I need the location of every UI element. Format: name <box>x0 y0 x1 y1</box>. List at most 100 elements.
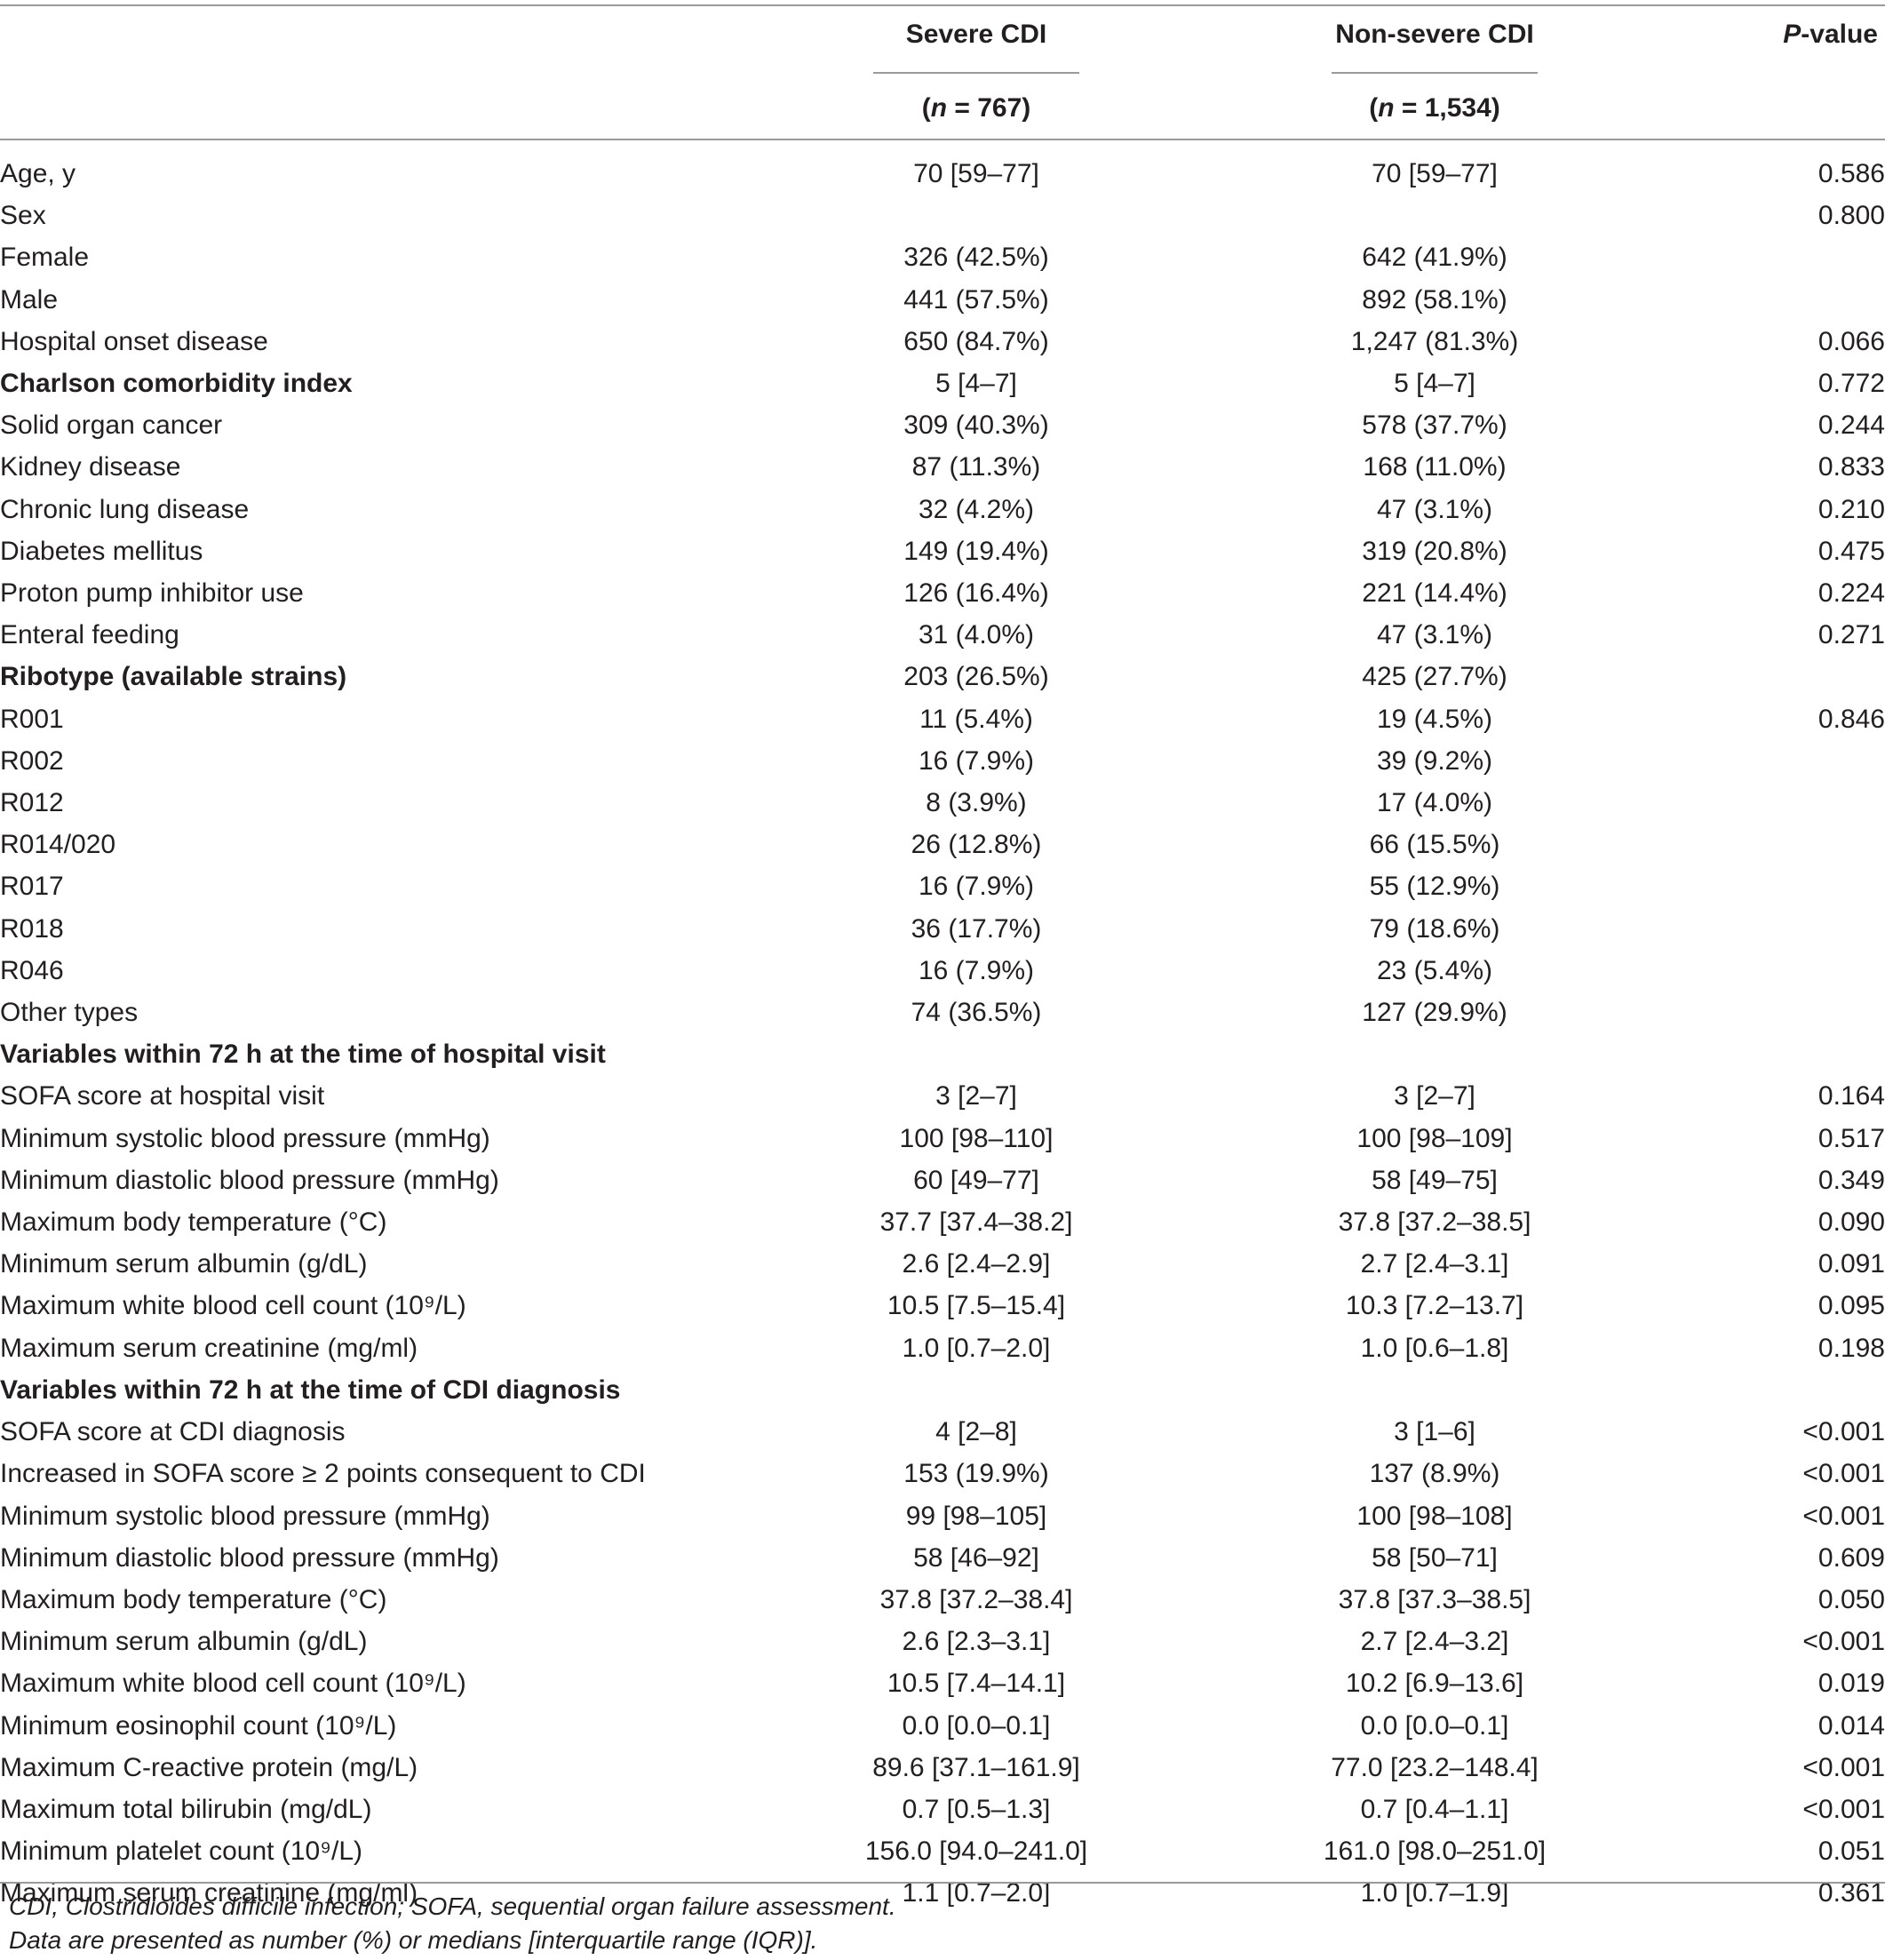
header-severe-n: (n = 767) <box>921 93 1031 123</box>
cell-p-value: 0.772 <box>1817 369 1885 399</box>
table-row: Minimum platelet count (10⁹/L) 156.0 [94.… <box>0 1830 1885 1872</box>
table-row: Maximum serum creatinine (mg/ml) 1.0 [0.7… <box>0 1327 1885 1369</box>
cell-severe: 16 (7.9%) <box>918 745 1035 776</box>
cell-severe: 8 (3.9%) <box>926 788 1027 818</box>
cell-severe: 74 (36.5%) <box>911 998 1042 1028</box>
table-row: Enteral feeding 31 (4.0%) 47 (3.1%) 0.271 <box>0 614 1885 656</box>
cell-severe: 16 (7.9%) <box>918 872 1035 902</box>
table-row: Chronic lung disease 32 (4.2%) 47 (3.1%) 0.… <box>0 489 1885 530</box>
table-row: Diabetes mellitus 149 (19.4%) 319 (20.8%) 0… <box>0 530 1885 572</box>
cell-nonsevere: 58 [50–71] <box>1372 1542 1498 1573</box>
cell-nonsevere: 47 (3.1%) <box>1376 494 1493 524</box>
table-row: Minimum systolic blood pressure (mmHg) 99… <box>0 1495 1885 1537</box>
table-row: Maximum white blood cell count (10⁹/L) 10… <box>0 1285 1885 1327</box>
row-label: Minimum diastolic blood pressure (mmHg) <box>0 1165 499 1195</box>
row-label: R012 <box>0 788 64 818</box>
cell-p-value: 0.609 <box>1817 1542 1885 1573</box>
cell-nonsevere: 79 (18.6%) <box>1369 913 1500 944</box>
table-row: Charlson comorbidity index 5 [4–7] 5 [4–7]… <box>0 363 1885 404</box>
cell-p-value: 0.050 <box>1817 1584 1885 1614</box>
cell-severe: 70 [59–77] <box>913 159 1039 188</box>
table-row: Maximum body temperature (°C) 37.8 [37.2–… <box>0 1579 1885 1621</box>
cell-nonsevere: 319 (20.8%) <box>1362 536 1507 566</box>
cell-nonsevere: 578 (37.7%) <box>1362 410 1507 441</box>
row-label: Minimum platelet count (10⁹/L) <box>0 1837 363 1867</box>
table-row: Age, y 70 [59–77] 70 [59–77] 0.586 <box>0 153 1885 195</box>
cell-nonsevere: 221 (14.4%) <box>1362 578 1507 609</box>
cell-nonsevere: 55 (12.9%) <box>1369 872 1500 902</box>
cell-nonsevere: 1,247 (81.3%) <box>1350 326 1519 356</box>
cell-severe: 1.0 [0.7–2.0] <box>902 1333 1051 1363</box>
cell-nonsevere: 66 (15.5%) <box>1369 830 1500 860</box>
cell-severe: 326 (42.5%) <box>903 243 1049 273</box>
header-p-italic: P <box>1783 20 1801 49</box>
row-label: R018 <box>0 913 64 944</box>
row-label: Chronic lung disease <box>0 494 250 524</box>
row-label: Sex <box>0 201 46 231</box>
cell-p-value: 0.586 <box>1817 159 1885 188</box>
table-row: Maximum white blood cell count (10⁹/L) 10… <box>0 1662 1885 1704</box>
cell-nonsevere: 0.7 [0.4–1.1] <box>1360 1794 1509 1824</box>
row-label: Maximum body temperature (°C) <box>0 1584 387 1614</box>
header-severe: Severe CDI <box>905 20 1047 49</box>
row-label: R017 <box>0 872 64 902</box>
cell-p-value <box>1681 908 1885 950</box>
cell-p-value: 0.224 <box>1817 578 1885 609</box>
cell-severe: 126 (16.4%) <box>903 578 1049 609</box>
cell-severe: 153 (19.9%) <box>903 1459 1049 1489</box>
table-row: R014/020 26 (12.8%) 66 (15.5%) <box>0 824 1885 865</box>
cell-p-value: 0.361 <box>1817 1878 1885 1908</box>
cell-p-value <box>1681 865 1885 907</box>
cell-severe <box>764 195 1189 236</box>
table-row: R017 16 (7.9%) 55 (12.9%) <box>0 865 1885 907</box>
cell-nonsevere: 23 (5.4%) <box>1376 955 1493 985</box>
table-row: Maximum body temperature (°C) 37.7 [37.4–… <box>0 1201 1885 1243</box>
cell-severe: 4 [2–8] <box>935 1417 1017 1447</box>
cell-severe: 26 (12.8%) <box>911 830 1042 860</box>
table-row: Minimum eosinophil count (10⁹/L) 0.0 [0.0… <box>0 1705 1885 1747</box>
row-label: R046 <box>0 955 64 985</box>
row-label: Diabetes mellitus <box>0 536 203 566</box>
row-label: Increased in SOFA score ≥ 2 points conse… <box>0 1459 646 1489</box>
cell-p-value: 0.019 <box>1817 1669 1885 1699</box>
row-label: Other types <box>0 998 139 1028</box>
cell-severe: 37.8 [37.2–38.4] <box>879 1584 1073 1614</box>
table-row: R012 8 (3.9%) 17 (4.0%) <box>0 782 1885 824</box>
cell-severe: 203 (26.5%) <box>903 662 1049 692</box>
cell-p-value: 0.271 <box>1817 620 1885 650</box>
table-row: Solid organ cancer 309 (40.3%) 578 (37.7%)… <box>0 404 1885 446</box>
cell-nonsevere: 10.2 [6.9–13.6] <box>1345 1669 1524 1699</box>
table-row: Variables within 72 h at the time of CDI… <box>0 1369 1885 1411</box>
row-label: SOFA score at hospital visit <box>0 1081 325 1111</box>
cell-p-value <box>1681 950 1885 992</box>
table-row: Minimum diastolic blood pressure (mmHg) 6… <box>0 1159 1885 1201</box>
cell-severe: 100 [98–110] <box>899 1123 1054 1153</box>
cell-nonsevere: 39 (9.2%) <box>1376 745 1493 776</box>
table-row: Minimum diastolic blood pressure (mmHg) 5… <box>0 1537 1885 1579</box>
cell-p-value <box>1681 236 1885 278</box>
cell-severe: 0.0 [0.0–0.1] <box>902 1710 1051 1741</box>
cell-p-value: <0.001 <box>1802 1794 1885 1824</box>
table-row: Maximum total bilirubin (mg/dL) 0.7 [0.5–… <box>0 1789 1885 1830</box>
cell-p-value: <0.001 <box>1802 1752 1885 1782</box>
table-row: R002 16 (7.9%) 39 (9.2%) <box>0 740 1885 782</box>
top-rule <box>0 4 1885 6</box>
table-row: SOFA score at hospital visit 3 [2–7] 3 [2–… <box>0 1075 1885 1117</box>
cell-p-value <box>1681 782 1885 824</box>
cell-p-value: 0.091 <box>1817 1249 1885 1279</box>
cell-severe: 87 (11.3%) <box>911 452 1041 482</box>
cell-p-value: 0.517 <box>1817 1123 1885 1153</box>
row-label: Proton pump inhibitor use <box>0 578 304 609</box>
table-row: Other types 74 (36.5%) 127 (29.9%) <box>0 992 1885 1033</box>
cell-severe: 309 (40.3%) <box>903 410 1049 441</box>
data-table: Age, y 70 [59–77] 70 [59–77] 0.586 Sex 0.800 F… <box>0 153 1885 1915</box>
cell-severe: 2.6 [2.4–2.9] <box>902 1249 1051 1279</box>
n-italic: n <box>1378 93 1395 123</box>
row-label: Minimum systolic blood pressure (mmHg) <box>0 1501 490 1531</box>
table-row: Minimum serum albumin (g/dL) 2.6 [2.3–3.1… <box>0 1621 1885 1662</box>
cell-p-value <box>1681 740 1885 782</box>
cell-nonsevere: 100 [98–109] <box>1356 1123 1513 1153</box>
cell-p-value: 0.051 <box>1817 1837 1885 1867</box>
footnote-abbreviations: CDI, Clostridioides difficile infection;… <box>9 1892 896 1920</box>
row-label: Minimum eosinophil count (10⁹/L) <box>0 1710 397 1741</box>
